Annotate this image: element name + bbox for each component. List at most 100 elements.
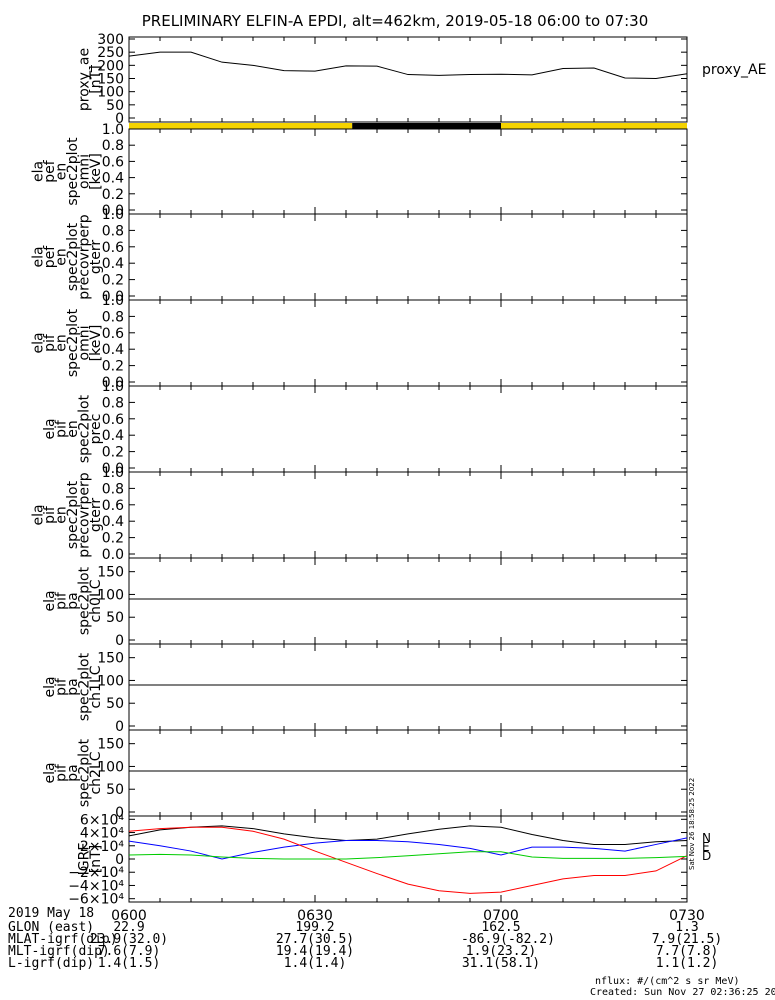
- axis-label-4-0: ela: [31, 332, 47, 353]
- y-tick-label-6-1: 0.2: [102, 531, 124, 547]
- y-tick-label-6-3: 0.6: [102, 498, 124, 514]
- y-tick-label-6-5: 1.0: [102, 465, 124, 481]
- y-tick-label-9-2: 100: [97, 759, 124, 775]
- y-tick-label-3-5: 1.0: [102, 207, 124, 223]
- ephem-value: 199.2: [295, 920, 335, 935]
- y-tick-label-10-6: 6×10⁴: [80, 812, 124, 828]
- axis-label-6-5: gterr: [88, 498, 104, 532]
- ephem-value: 7.6(7.9): [97, 944, 161, 959]
- y-tick-label-0-4: 200: [97, 58, 124, 74]
- igrf-line-N: [128, 825, 688, 845]
- axis-label-4-1: pif: [42, 333, 58, 352]
- panel-frame-8: [128, 643, 688, 731]
- date-label: 2019 May 18: [8, 906, 95, 921]
- y-tick-label-0-0: 0: [115, 111, 124, 127]
- y-tick-label-2-2: 0.4: [102, 171, 124, 187]
- igrf-side-timestamp: Sat Nov 26 18:58:25 2022: [688, 778, 696, 870]
- axis-label-6-1: pif: [42, 505, 58, 524]
- axis-label-3-3: spec2plot: [65, 222, 81, 291]
- x-tick-label-3: 0730: [669, 908, 705, 924]
- axis-label-0-0: proxy_ae: [77, 48, 93, 111]
- y-tick-label-2-1: 0.2: [102, 187, 124, 203]
- y-tick-label-0-5: 250: [97, 45, 124, 61]
- ephem-value: 1.4(1.4): [283, 956, 347, 971]
- ephem-value: 7.9(21.5): [651, 932, 723, 947]
- y-tick-label-8-1: 50: [106, 696, 124, 712]
- axis-label-2-0: ela: [31, 161, 47, 182]
- y-tick-label-10-1: −4×10⁴: [68, 878, 124, 894]
- y-tick-label-0-1: 50: [106, 98, 124, 114]
- ephem-label: GLON (east): [8, 920, 95, 935]
- ephem-label: MLT-igrf(dip): [8, 944, 110, 959]
- y-tick-label-7-3: 150: [97, 565, 124, 581]
- axis-label-3-5: gterr: [88, 240, 104, 274]
- y-tick-label-8-3: 150: [97, 651, 124, 667]
- panel-frame-3: [128, 213, 688, 301]
- axis-label-6-2: en: [54, 506, 70, 524]
- igrf-side-label-0: N: [702, 831, 711, 845]
- axis-label-9-3: spec2plot: [77, 738, 93, 807]
- axis-label-4-4: omni: [77, 326, 93, 361]
- panel-frame-5: [128, 385, 688, 473]
- y-tick-label-5-5: 1.0: [102, 379, 124, 395]
- panel-frame-2: [128, 128, 688, 215]
- axis-label-3-4: precovrperp: [77, 214, 93, 300]
- ephem-value: 1.3: [675, 920, 699, 935]
- axis-label-2-3: spec2plot: [65, 137, 81, 206]
- y-tick-label-6-0: 0.0: [102, 547, 124, 563]
- y-tick-label-7-0: 0: [115, 633, 124, 649]
- y-tick-label-10-2: −2×10⁴: [68, 865, 124, 881]
- y-tick-label-3-4: 0.8: [102, 223, 124, 239]
- axis-label-7-4: ch0LC: [88, 579, 104, 622]
- y-tick-label-3-2: 0.4: [102, 256, 124, 272]
- axis-label-2-2: en: [54, 163, 70, 181]
- axis-label-3-2: en: [54, 248, 70, 266]
- y-tick-label-7-2: 100: [97, 587, 124, 603]
- y-tick-label-4-3: 0.6: [102, 326, 124, 342]
- ephem-value: 1.4(1.5): [97, 956, 161, 971]
- ephem-value: 7.7(7.8): [655, 944, 719, 959]
- axis-label-2-4: omni: [77, 154, 93, 189]
- ephem-value: 31.1(58.1): [461, 956, 541, 971]
- created-note: Created: Sun Nov 27 02:36:25 2022: [590, 987, 775, 998]
- y-tick-label-5-4: 0.8: [102, 395, 124, 411]
- y-tick-label-10-3: 0: [115, 852, 124, 868]
- axis-label-6-3: spec2plot: [65, 480, 81, 549]
- x-tick-label-2: 0700: [483, 908, 519, 924]
- axis-label-10-1: [nT]: [88, 845, 104, 873]
- y-tick-label-10-0: −6×10⁴: [68, 892, 124, 908]
- y-tick-label-10-5: 4×10⁴: [80, 826, 124, 842]
- axis-label-7-3: spec2plot: [77, 566, 93, 635]
- y-tick-label-8-0: 0: [115, 719, 124, 735]
- axis-label-5-0: ela: [42, 418, 58, 439]
- panel-frame-4: [128, 299, 688, 387]
- y-tick-label-5-2: 0.4: [102, 428, 124, 444]
- y-tick-label-7-1: 50: [106, 610, 124, 626]
- units-note: nflux: #/(cm^2 s sr MeV): [595, 976, 740, 987]
- figure-title: PRELIMINARY ELFIN-A EPDI, alt=462km, 201…: [142, 12, 648, 30]
- y-tick-label-9-0: 0: [115, 805, 124, 821]
- y-tick-label-9-3: 150: [97, 737, 124, 753]
- ephem-label: L-igrf(dip): [8, 956, 95, 971]
- axis-label-8-2: pa: [65, 678, 81, 695]
- axis-label-8-0: ela: [42, 676, 58, 697]
- axis-label-3-1: pef: [42, 245, 58, 269]
- y-tick-label-10-4: 2×10⁴: [80, 839, 124, 855]
- ephem-value: 22.9: [113, 920, 145, 935]
- panel-frame-9: [128, 729, 688, 817]
- y-tick-label-4-0: 0.0: [102, 375, 124, 391]
- y-tick-label-4-2: 0.4: [102, 342, 124, 358]
- igrf-line-total: [128, 851, 688, 860]
- axis-label-9-4: ch2LC: [88, 751, 104, 794]
- x-tick-label-0: 0600: [111, 908, 147, 924]
- x-tick-label-1: 0630: [297, 908, 333, 924]
- panel-frame-7: [128, 557, 688, 645]
- axis-label-7-1: pif: [54, 591, 70, 610]
- panel-frame-0: [128, 36, 688, 123]
- axis-label-3-0: ela: [31, 246, 47, 267]
- proxy-ae-line: [128, 51, 688, 80]
- axis-label-8-1: pif: [54, 677, 70, 696]
- axis-label-7-2: pa: [65, 592, 81, 609]
- y-tick-label-0-2: 100: [97, 85, 124, 101]
